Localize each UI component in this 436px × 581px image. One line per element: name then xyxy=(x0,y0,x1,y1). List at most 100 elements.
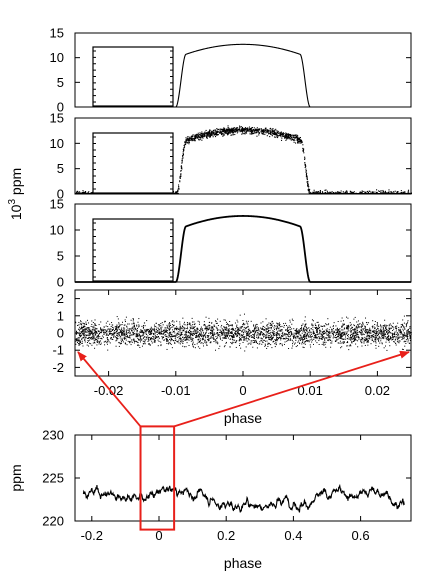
residual-point xyxy=(178,339,180,341)
light-curve-point xyxy=(209,135,211,138)
residual-point xyxy=(256,334,258,336)
residual-point xyxy=(95,330,97,332)
light-curve-point xyxy=(297,140,299,142)
residual-point xyxy=(93,335,95,337)
residual-point xyxy=(378,335,380,337)
residual-point xyxy=(169,338,171,340)
residual-point xyxy=(302,339,304,341)
residual-point xyxy=(336,339,338,341)
light-curve-point xyxy=(264,128,266,130)
residual-point xyxy=(283,343,285,345)
residual-point xyxy=(364,339,366,341)
residual-point xyxy=(174,329,176,331)
residual-point xyxy=(171,336,173,338)
residual-point xyxy=(100,332,101,334)
light-curve-point xyxy=(287,137,289,139)
residual-point xyxy=(205,316,207,318)
residual-point xyxy=(374,338,376,340)
residual-point xyxy=(392,338,394,340)
residual-point xyxy=(216,327,218,329)
residual-point xyxy=(216,337,218,339)
residual-point xyxy=(185,339,187,341)
light-curve-point xyxy=(292,134,294,137)
light-curve-point xyxy=(186,142,188,144)
residual-point xyxy=(287,329,289,331)
residual-point xyxy=(267,345,269,347)
light-curve-point xyxy=(316,191,318,194)
residual-point xyxy=(94,341,95,343)
residual-point xyxy=(170,338,172,340)
residual-point xyxy=(300,338,302,340)
residual-point xyxy=(132,328,134,330)
residual-point xyxy=(92,328,94,330)
residual-point xyxy=(397,332,399,334)
residual-point xyxy=(361,330,363,332)
residual-point xyxy=(374,327,376,329)
light-curve-point xyxy=(317,191,319,193)
residual-point xyxy=(368,334,370,336)
light-curve-point xyxy=(305,166,307,168)
residual-point xyxy=(303,329,305,331)
light-curve-point xyxy=(247,129,249,131)
residual-point xyxy=(162,324,164,326)
residual-point xyxy=(207,339,209,341)
residual-point xyxy=(374,323,376,325)
light-curve-point xyxy=(223,130,225,132)
residual-point xyxy=(320,333,322,335)
light-curve-point xyxy=(284,137,286,139)
residual-point xyxy=(214,339,216,341)
residual-point xyxy=(92,336,94,338)
light-curve-point xyxy=(237,128,239,130)
light-curve-point xyxy=(307,186,309,188)
residual-point xyxy=(130,319,132,321)
light-curve-point xyxy=(245,131,247,134)
residual-point xyxy=(122,341,124,343)
residual-point xyxy=(291,323,293,325)
light-curve-point xyxy=(205,133,207,135)
residual-point xyxy=(238,332,239,334)
light-curve-point xyxy=(278,134,280,136)
residual-point xyxy=(169,332,171,334)
residual-point xyxy=(120,339,122,341)
residual-point xyxy=(174,332,176,334)
residual-point xyxy=(326,334,328,336)
residual-point xyxy=(331,330,333,332)
light-curve-point xyxy=(237,131,239,133)
residual-point xyxy=(84,329,86,331)
residual-point xyxy=(191,338,193,340)
residual-point xyxy=(331,333,333,334)
residual-point xyxy=(294,329,296,331)
residual-point xyxy=(226,334,228,336)
residual-point xyxy=(221,334,223,336)
light-curve-point xyxy=(200,135,203,137)
residual-point xyxy=(152,335,154,337)
residual-point xyxy=(156,331,158,333)
residual-point xyxy=(383,333,385,335)
light-curve-point xyxy=(275,136,277,138)
residual-point xyxy=(339,336,341,338)
light-curve-point xyxy=(259,128,261,130)
residual-point xyxy=(116,325,118,327)
residual-point xyxy=(266,333,268,335)
light-curve-point xyxy=(304,164,306,166)
light-curve-point xyxy=(231,127,233,129)
residual-point xyxy=(87,337,89,339)
residual-point xyxy=(264,326,266,328)
residual-point xyxy=(90,325,92,327)
light-curve-point xyxy=(198,137,200,139)
light-curve-point xyxy=(265,132,267,134)
residual-point xyxy=(342,332,344,334)
residual-point xyxy=(148,329,150,331)
light-curve-point xyxy=(185,141,187,143)
residual-point xyxy=(139,334,141,336)
light-curve-point xyxy=(210,133,212,135)
residual-point xyxy=(267,326,269,328)
residual-point xyxy=(280,339,282,341)
residual-point xyxy=(266,324,268,326)
residual-point xyxy=(276,325,278,327)
light-curve-point xyxy=(212,132,214,134)
light-curve-point xyxy=(294,137,296,139)
residual-point xyxy=(299,337,301,339)
residual-point xyxy=(168,328,170,330)
residual-point xyxy=(396,325,398,327)
